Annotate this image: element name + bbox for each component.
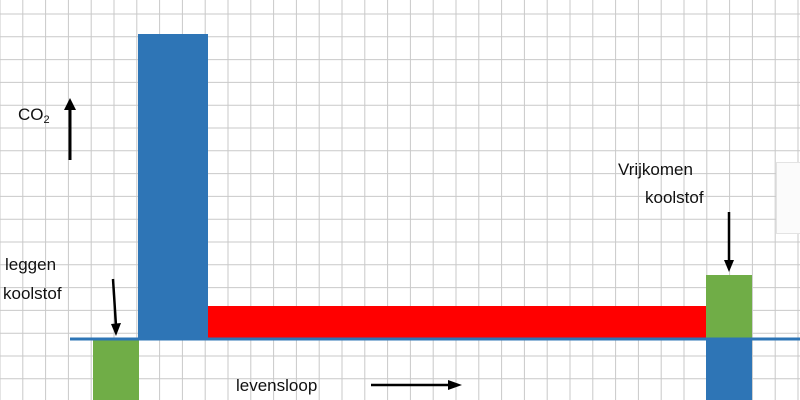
co2-label-subscript: 2	[43, 114, 50, 126]
co2-up-arrow	[64, 98, 76, 160]
levensloop-right-arrow	[371, 380, 462, 390]
vrijkomen-label-line1: Vrijkomen	[618, 160, 693, 179]
blue-bar-below-axis	[706, 340, 752, 400]
green-bar-uptake	[93, 340, 139, 400]
red-bar-storage-period	[208, 306, 708, 338]
levensloop-label: levensloop	[236, 376, 318, 395]
vastleggen-label-line1: leggen	[5, 255, 57, 274]
vastleggen-down-arrow	[111, 278, 121, 336]
background-box	[776, 162, 800, 234]
vrijkomen-down-arrow	[724, 212, 734, 272]
vastleggen-label-line2: koolstof	[3, 284, 62, 303]
vrijkomen-label-line2: koolstof	[645, 188, 704, 207]
co2-label: CO2	[18, 105, 50, 126]
co2-label-text: CO	[18, 105, 44, 124]
blue-bar-emission-peak	[138, 34, 208, 339]
green-bar-release	[706, 275, 752, 338]
